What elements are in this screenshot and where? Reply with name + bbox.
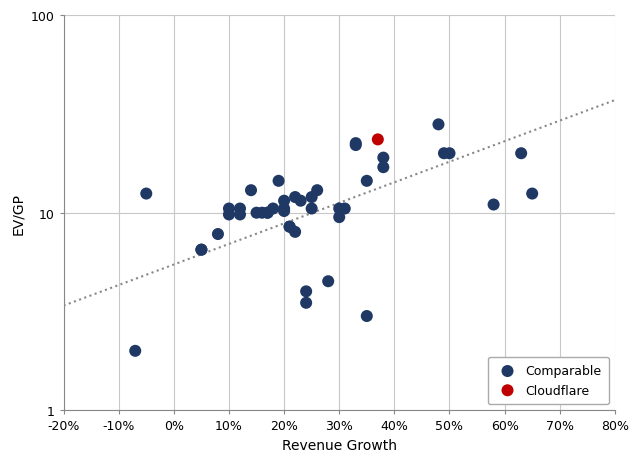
Comparable (307, 194, 317, 201)
Comparable (340, 206, 350, 213)
Comparable (378, 155, 388, 162)
Comparable (301, 300, 311, 307)
Comparable (257, 210, 267, 217)
Comparable (290, 194, 300, 201)
X-axis label: Revenue Growth: Revenue Growth (282, 438, 397, 452)
Comparable (362, 313, 372, 320)
Comparable (279, 206, 289, 213)
Comparable (285, 224, 295, 231)
Comparable (130, 347, 140, 355)
Comparable (527, 190, 538, 198)
Comparable (488, 201, 499, 209)
Comparable (235, 211, 245, 219)
Comparable (334, 206, 344, 213)
Comparable (273, 178, 284, 185)
Comparable (433, 121, 444, 129)
Comparable (312, 187, 323, 194)
Comparable (141, 190, 152, 198)
Comparable (362, 178, 372, 185)
Comparable (213, 231, 223, 238)
Comparable (351, 140, 361, 148)
Comparable (323, 278, 333, 285)
Comparable (296, 198, 306, 205)
Cloudflare (372, 137, 383, 144)
Comparable (444, 150, 454, 157)
Comparable (224, 206, 234, 213)
Comparable (279, 208, 289, 215)
Comparable (196, 246, 207, 254)
Comparable (516, 150, 526, 157)
Comparable (252, 210, 262, 217)
Comparable (334, 214, 344, 221)
Y-axis label: EV/GP: EV/GP (11, 192, 25, 234)
Comparable (439, 150, 449, 157)
Comparable (301, 288, 311, 295)
Comparable (268, 206, 278, 213)
Comparable (285, 224, 295, 231)
Comparable (246, 187, 256, 194)
Comparable (262, 210, 273, 217)
Legend: Comparable, Cloudflare: Comparable, Cloudflare (488, 357, 609, 404)
Comparable (196, 246, 207, 254)
Comparable (279, 198, 289, 205)
Comparable (224, 211, 234, 219)
Comparable (262, 210, 273, 217)
Comparable (235, 206, 245, 213)
Comparable (378, 164, 388, 171)
Comparable (290, 229, 300, 236)
Comparable (351, 142, 361, 150)
Comparable (307, 206, 317, 213)
